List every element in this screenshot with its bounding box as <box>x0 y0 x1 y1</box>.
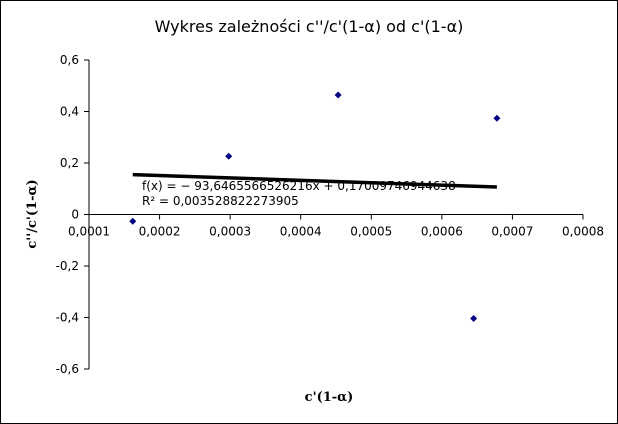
y-tick-label: -0,4 <box>56 311 79 325</box>
x-axis-label: c'(1-α) <box>305 390 354 405</box>
y-tick-label: 0,4 <box>60 105 79 119</box>
x-tick-label: 0,0003 <box>209 225 251 239</box>
data-point <box>493 114 501 122</box>
data-point <box>334 91 342 99</box>
chart-title: Wykres zależności c''/c'(1-α) od c'(1-α) <box>154 17 464 36</box>
data-point <box>129 217 137 225</box>
x-tick-label: 0,0008 <box>562 225 604 239</box>
y-tick-label: 0 <box>71 208 79 222</box>
x-tick-label: 0,0007 <box>491 225 533 239</box>
chart-axes <box>88 60 583 369</box>
data-point <box>470 315 478 323</box>
x-tick-label: 0,0001 <box>68 225 110 239</box>
x-tick-label: 0,0004 <box>280 225 322 239</box>
y-axis-label: c''/c'(1-α) <box>25 179 40 248</box>
y-tick-label: -0,2 <box>56 259 79 273</box>
y-tick-label: 0,6 <box>60 53 79 67</box>
y-tick-label: -0,6 <box>56 362 79 376</box>
x-tick-label: 0,0005 <box>350 225 392 239</box>
x-tick-label: 0,0006 <box>421 225 463 239</box>
x-tick-label: 0,0002 <box>139 225 181 239</box>
data-point <box>225 152 233 160</box>
r-squared-label: R² = 0,003528822273905 <box>142 194 299 208</box>
trendline-equation: f(x) = − 93,6465566526216x + 0,170097469… <box>142 179 456 193</box>
trendline <box>132 172 497 189</box>
y-tick-label: 0,2 <box>60 156 79 170</box>
